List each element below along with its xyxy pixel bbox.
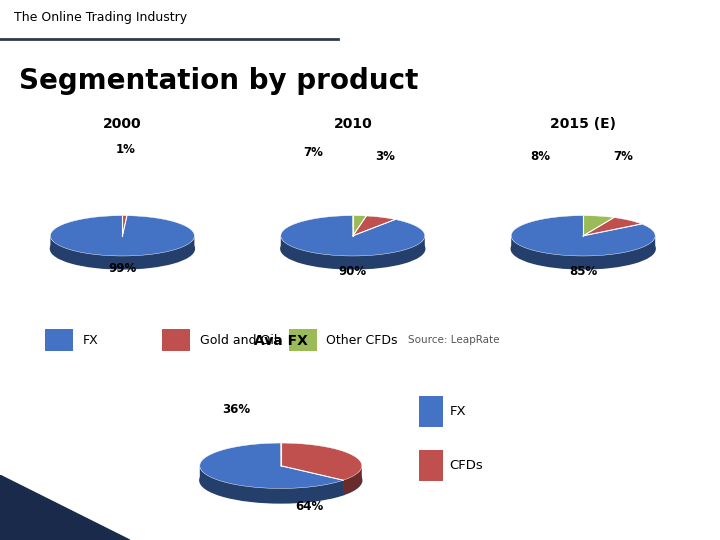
Text: 2015 (E): 2015 (E) bbox=[550, 117, 616, 131]
Text: FX: FX bbox=[449, 405, 466, 418]
Text: Other CFDs: Other CFDs bbox=[326, 334, 397, 347]
Text: 2000: 2000 bbox=[103, 117, 142, 131]
Polygon shape bbox=[122, 215, 127, 236]
Text: 90%: 90% bbox=[338, 265, 367, 278]
FancyBboxPatch shape bbox=[419, 396, 443, 427]
Polygon shape bbox=[583, 218, 642, 236]
Text: 7%: 7% bbox=[613, 150, 633, 163]
Ellipse shape bbox=[281, 228, 425, 269]
Polygon shape bbox=[343, 465, 361, 495]
Text: 3%: 3% bbox=[375, 150, 395, 163]
Polygon shape bbox=[511, 215, 655, 256]
Polygon shape bbox=[200, 465, 343, 503]
Text: 7%: 7% bbox=[303, 146, 323, 159]
Polygon shape bbox=[200, 443, 343, 488]
Polygon shape bbox=[50, 236, 194, 269]
Text: Romania’s gateway to online trading: Romania’s gateway to online trading bbox=[382, 518, 670, 532]
Text: 2010: 2010 bbox=[333, 117, 372, 131]
Text: 64%: 64% bbox=[295, 500, 323, 513]
Text: 85%: 85% bbox=[569, 265, 598, 278]
Text: 8%: 8% bbox=[530, 150, 550, 163]
Ellipse shape bbox=[511, 228, 655, 269]
FancyBboxPatch shape bbox=[163, 329, 191, 351]
Ellipse shape bbox=[50, 228, 194, 269]
Text: 1%: 1% bbox=[116, 143, 136, 156]
FancyBboxPatch shape bbox=[289, 329, 317, 351]
Polygon shape bbox=[281, 215, 425, 256]
Polygon shape bbox=[0, 475, 130, 540]
Text: Source: LeapRate: Source: LeapRate bbox=[408, 335, 500, 345]
Polygon shape bbox=[281, 443, 361, 480]
Polygon shape bbox=[353, 216, 395, 236]
Polygon shape bbox=[281, 236, 425, 269]
Text: The Online Trading Industry: The Online Trading Industry bbox=[14, 10, 187, 24]
Text: Gold and Oil: Gold and Oil bbox=[200, 334, 277, 347]
Ellipse shape bbox=[200, 457, 361, 503]
Text: FX: FX bbox=[83, 334, 99, 347]
FancyBboxPatch shape bbox=[45, 329, 73, 351]
Polygon shape bbox=[511, 236, 655, 269]
FancyBboxPatch shape bbox=[419, 450, 443, 481]
Polygon shape bbox=[353, 215, 366, 236]
Text: 36%: 36% bbox=[222, 402, 251, 416]
Text: Segmentation by product: Segmentation by product bbox=[19, 67, 418, 95]
Text: 99%: 99% bbox=[108, 262, 137, 275]
Polygon shape bbox=[50, 215, 194, 256]
Text: Ava FX: Ava FX bbox=[254, 334, 307, 348]
Text: CFDs: CFDs bbox=[449, 459, 483, 472]
Polygon shape bbox=[583, 215, 614, 236]
